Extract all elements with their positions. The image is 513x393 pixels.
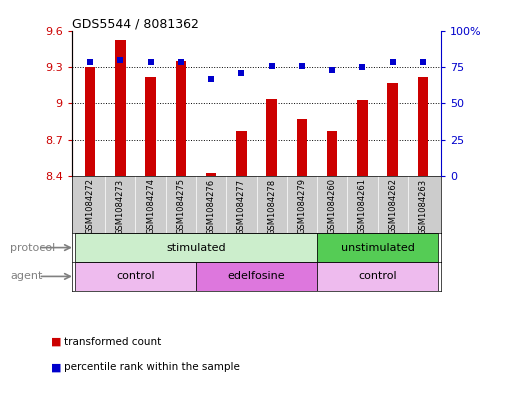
Point [359, 64, 367, 71]
Bar [327, 131, 338, 176]
Bar [266, 99, 277, 176]
Bar [75, 233, 317, 262]
Text: GSM1084278: GSM1084278 [267, 178, 276, 235]
Bar [387, 83, 398, 176]
Bar [175, 61, 186, 176]
Text: control: control [116, 272, 155, 281]
Text: unstimulated: unstimulated [341, 242, 415, 253]
Bar [75, 262, 196, 291]
Text: GSM1084263: GSM1084263 [419, 178, 427, 235]
Bar [206, 173, 216, 176]
Bar [297, 119, 307, 176]
Point [389, 59, 397, 65]
Text: edelfosine: edelfosine [228, 272, 285, 281]
Point [328, 67, 337, 73]
Text: GSM1084262: GSM1084262 [388, 178, 397, 234]
Point [146, 59, 154, 65]
Point [116, 57, 124, 63]
Bar [236, 131, 247, 176]
Point [268, 63, 276, 69]
Text: GSM1084276: GSM1084276 [207, 178, 215, 235]
Text: agent: agent [10, 272, 43, 281]
Text: GSM1084274: GSM1084274 [146, 178, 155, 234]
Bar [317, 233, 438, 262]
Point [176, 59, 185, 65]
Text: GSM1084277: GSM1084277 [237, 178, 246, 235]
Text: protocol: protocol [10, 242, 55, 253]
Text: GSM1084261: GSM1084261 [358, 178, 367, 234]
Bar [196, 262, 317, 291]
Text: GDS5544 / 8081362: GDS5544 / 8081362 [72, 17, 199, 30]
Point [86, 59, 94, 65]
Text: ■: ■ [51, 362, 62, 373]
Text: GSM1084260: GSM1084260 [328, 178, 337, 234]
Bar [85, 68, 95, 176]
Text: stimulated: stimulated [166, 242, 226, 253]
Text: percentile rank within the sample: percentile rank within the sample [64, 362, 240, 373]
Bar [145, 77, 156, 176]
Bar [357, 100, 368, 176]
Point [419, 59, 427, 65]
Bar [317, 262, 438, 291]
Text: ■: ■ [51, 337, 62, 347]
Bar [418, 77, 428, 176]
Point [298, 63, 306, 69]
Text: GSM1084279: GSM1084279 [298, 178, 306, 234]
Text: GSM1084273: GSM1084273 [116, 178, 125, 235]
Text: GSM1084272: GSM1084272 [86, 178, 94, 234]
Text: control: control [358, 272, 397, 281]
Bar [115, 40, 126, 176]
Point [237, 70, 245, 76]
Text: transformed count: transformed count [64, 337, 162, 347]
Text: GSM1084275: GSM1084275 [176, 178, 185, 234]
Point [207, 76, 215, 82]
